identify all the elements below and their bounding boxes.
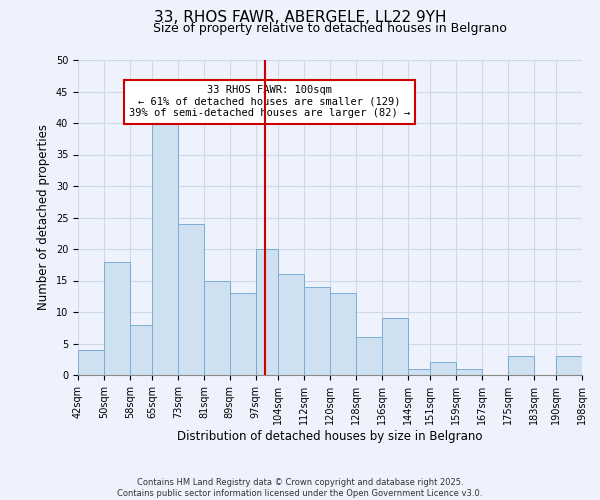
Bar <box>256 249 278 375</box>
Bar <box>407 368 430 375</box>
Bar <box>556 356 582 375</box>
X-axis label: Distribution of detached houses by size in Belgrano: Distribution of detached houses by size … <box>177 430 483 442</box>
Bar <box>78 350 104 375</box>
Bar <box>104 262 130 375</box>
Bar <box>508 356 533 375</box>
Bar <box>304 287 330 375</box>
Bar <box>456 368 482 375</box>
Bar <box>356 337 382 375</box>
Bar <box>204 280 230 375</box>
Text: 33, RHOS FAWR, ABERGELE, LL22 9YH: 33, RHOS FAWR, ABERGELE, LL22 9YH <box>154 10 446 25</box>
Y-axis label: Number of detached properties: Number of detached properties <box>37 124 50 310</box>
Text: Contains HM Land Registry data © Crown copyright and database right 2025.
Contai: Contains HM Land Registry data © Crown c… <box>118 478 482 498</box>
Title: Size of property relative to detached houses in Belgrano: Size of property relative to detached ho… <box>153 22 507 35</box>
Text: 33 RHOS FAWR: 100sqm
← 61% of detached houses are smaller (129)
39% of semi-deta: 33 RHOS FAWR: 100sqm ← 61% of detached h… <box>129 85 410 118</box>
Bar <box>178 224 204 375</box>
Bar <box>130 324 152 375</box>
Bar <box>382 318 407 375</box>
Bar <box>278 274 304 375</box>
Bar <box>330 293 356 375</box>
Bar <box>430 362 456 375</box>
Bar <box>152 116 178 375</box>
Bar <box>230 293 256 375</box>
